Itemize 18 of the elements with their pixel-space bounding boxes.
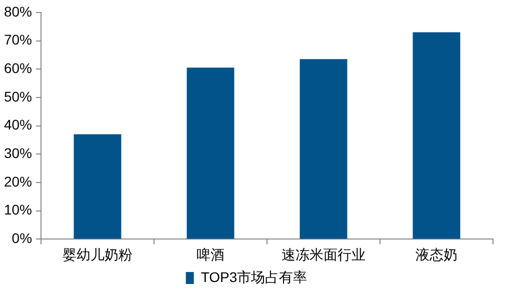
- bar: [300, 59, 348, 239]
- bar: [74, 134, 122, 239]
- y-tick-label: 60%: [4, 60, 32, 76]
- x-tick-label: 婴幼儿奶粉: [62, 246, 133, 262]
- x-tick-label: 啤酒: [196, 246, 225, 262]
- y-tick-label: 80%: [4, 3, 32, 20]
- x-tick-label: 液态奶: [416, 246, 458, 262]
- y-tick-label: 40%: [4, 116, 32, 133]
- y-tick-label: 10%: [4, 202, 32, 218]
- x-tick-label: 速冻米面行业: [282, 246, 366, 262]
- bar: [412, 32, 460, 239]
- y-tick-label: 0%: [12, 230, 32, 246]
- y-tick-label: 70%: [4, 32, 32, 48]
- bar: [186, 68, 234, 239]
- y-tick-label: 50%: [4, 88, 32, 104]
- y-tick-label: 30%: [4, 145, 32, 162]
- y-tick-label: 20%: [4, 173, 32, 190]
- legend-label: TOP3市场占有率: [200, 268, 308, 285]
